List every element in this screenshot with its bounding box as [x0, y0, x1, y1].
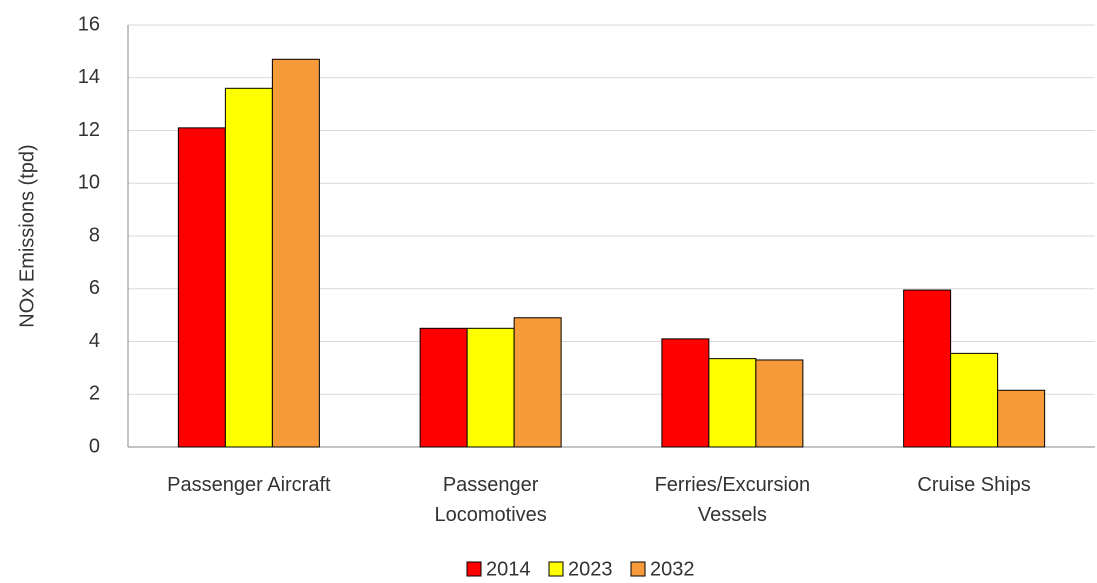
x-tick-label: Cruise Ships — [917, 474, 1031, 496]
legend-label: 2032 — [650, 558, 695, 580]
y-tick-label: 4 — [89, 330, 100, 352]
bar — [708, 358, 757, 448]
legend-swatch — [548, 561, 564, 577]
bar — [997, 389, 1046, 448]
x-tick-label: Passenger Aircraft — [167, 474, 331, 496]
y-tick-label: 0 — [89, 435, 100, 457]
legend-swatch — [466, 561, 482, 577]
legend-label: 2023 — [568, 558, 613, 580]
y-tick-label: 2 — [89, 383, 100, 405]
legend-swatch — [630, 561, 646, 577]
bar — [177, 127, 226, 448]
x-tick-label: Passenger Locomotives — [434, 474, 547, 526]
bar — [903, 289, 952, 448]
bar — [271, 58, 320, 448]
y-tick-label: 16 — [78, 13, 100, 35]
bar — [513, 317, 562, 448]
y-tick-label: 8 — [89, 224, 100, 246]
bar — [224, 87, 273, 448]
y-axis-label: NOx Emissions (tpd) — [16, 144, 38, 327]
x-tick-label: Ferries/Excursion Vessels — [654, 474, 811, 526]
y-tick-label: 12 — [78, 119, 100, 141]
y-tick-label: 14 — [78, 66, 100, 88]
bar — [419, 327, 468, 448]
bar — [661, 338, 710, 448]
y-tick-label: 6 — [89, 277, 100, 299]
bar — [950, 352, 999, 448]
legend-label: 2014 — [486, 558, 531, 580]
y-tick-label: 10 — [78, 172, 100, 194]
bar — [755, 359, 804, 448]
bar — [466, 327, 515, 448]
